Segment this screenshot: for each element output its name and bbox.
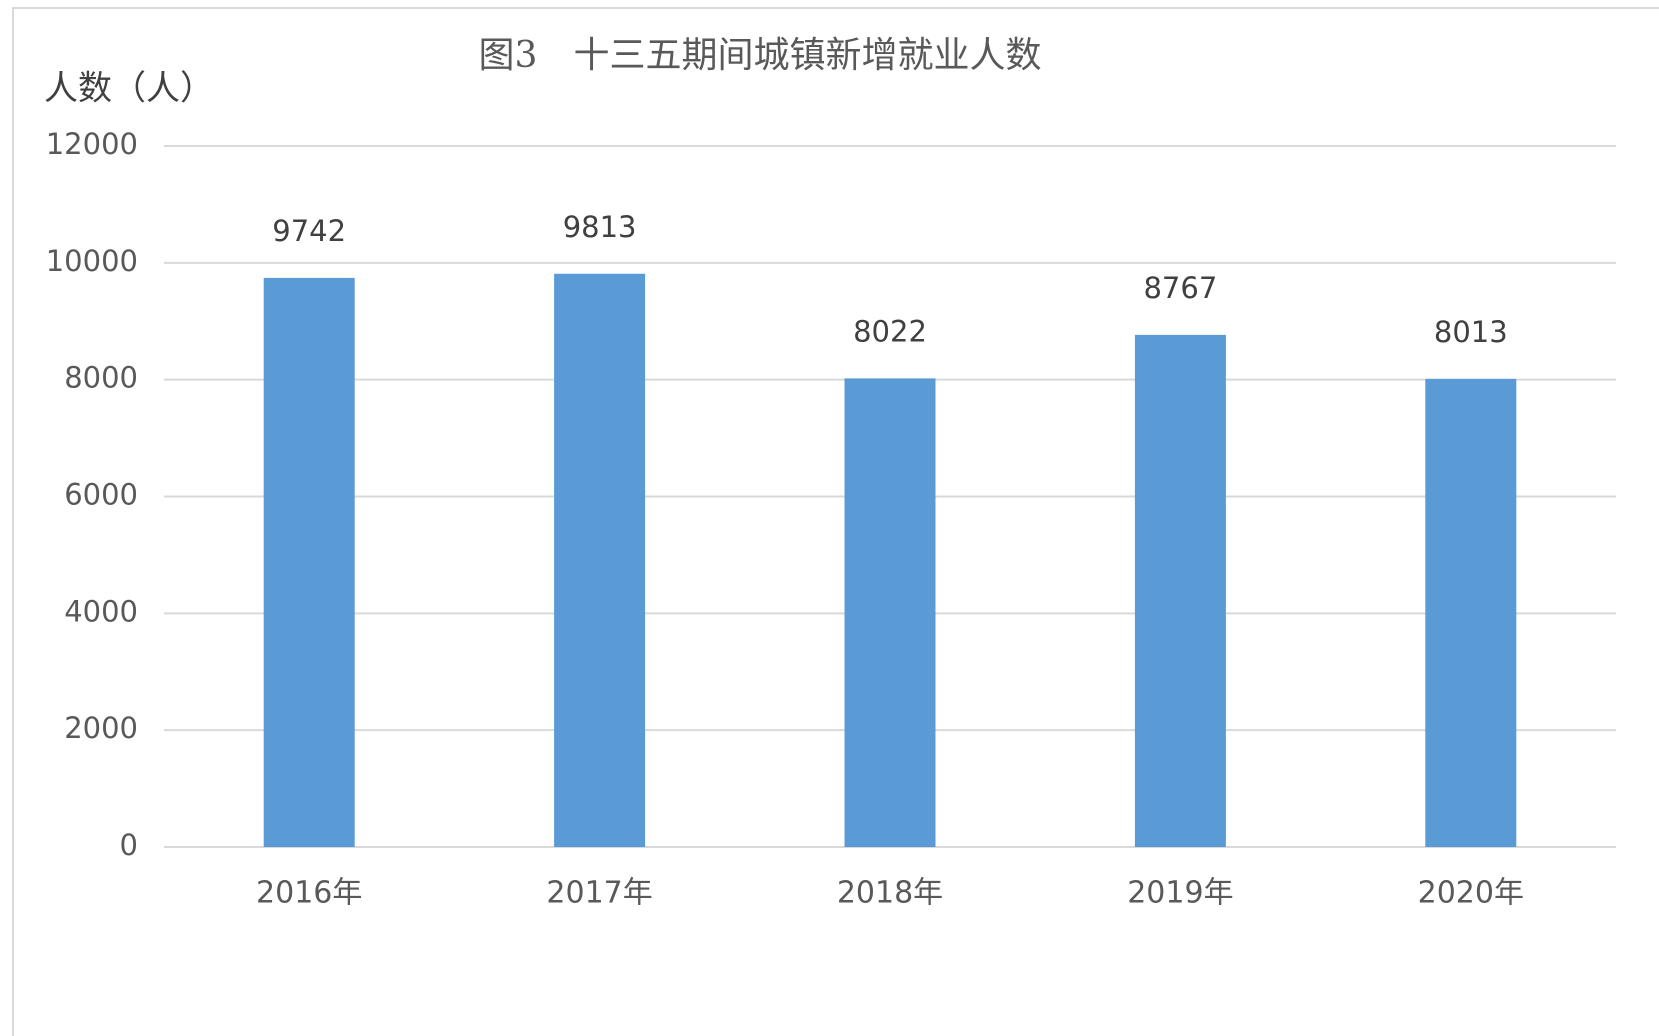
y-tick-label: 6000	[64, 478, 138, 512]
x-tick-label: 2019年	[1127, 876, 1233, 911]
y-tick-label: 2000	[64, 711, 138, 745]
y-tick-label: 10000	[46, 244, 138, 278]
bar	[1425, 378, 1517, 847]
value-label: 8767	[1143, 271, 1217, 305]
bar	[844, 378, 936, 847]
y-tick-label: 8000	[64, 361, 138, 395]
y-axis-title: 人数（人）	[44, 69, 214, 109]
value-label: 9742	[272, 214, 346, 248]
y-tick-label: 4000	[64, 594, 138, 628]
chart-title: 图3 十三五期间城镇新增就业人数	[479, 35, 1042, 76]
value-label: 9813	[563, 210, 637, 244]
x-tick-label: 2020年	[1418, 876, 1524, 911]
bar	[1134, 334, 1226, 847]
bar	[263, 277, 355, 847]
x-tick-label: 2018年	[837, 876, 943, 911]
y-tick-label: 12000	[46, 127, 138, 161]
value-label: 8013	[1434, 315, 1508, 349]
y-tick-label: 0	[120, 828, 138, 862]
x-tick-label: 2017年	[546, 876, 652, 911]
value-label: 8022	[853, 314, 927, 348]
x-tick-label: 2016年	[256, 876, 362, 911]
bar	[554, 273, 646, 847]
